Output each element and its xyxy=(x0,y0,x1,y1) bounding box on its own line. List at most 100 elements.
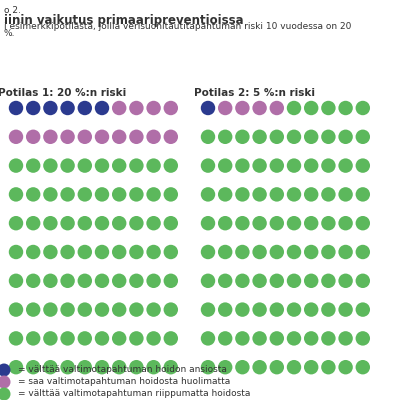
Circle shape xyxy=(218,158,232,173)
Circle shape xyxy=(321,158,336,173)
Circle shape xyxy=(270,360,284,374)
Circle shape xyxy=(0,364,10,376)
Circle shape xyxy=(60,187,75,202)
Circle shape xyxy=(304,101,318,115)
Circle shape xyxy=(60,274,75,288)
Circle shape xyxy=(129,101,144,115)
Circle shape xyxy=(201,274,215,288)
Circle shape xyxy=(201,360,215,374)
Circle shape xyxy=(252,245,267,259)
Circle shape xyxy=(60,130,75,144)
Circle shape xyxy=(26,101,40,115)
Circle shape xyxy=(60,360,75,374)
Circle shape xyxy=(78,302,92,317)
Circle shape xyxy=(304,130,318,144)
Circle shape xyxy=(218,187,232,202)
Circle shape xyxy=(9,101,23,115)
Circle shape xyxy=(304,331,318,346)
Circle shape xyxy=(95,245,109,259)
Circle shape xyxy=(26,245,40,259)
Circle shape xyxy=(270,331,284,346)
Circle shape xyxy=(60,331,75,346)
Circle shape xyxy=(164,216,178,230)
Circle shape xyxy=(112,274,126,288)
Circle shape xyxy=(112,245,126,259)
Circle shape xyxy=(112,187,126,202)
Circle shape xyxy=(218,331,232,346)
Circle shape xyxy=(218,302,232,317)
Circle shape xyxy=(146,187,161,202)
Circle shape xyxy=(338,130,353,144)
Circle shape xyxy=(95,302,109,317)
Circle shape xyxy=(356,158,370,173)
Circle shape xyxy=(287,360,301,374)
Circle shape xyxy=(43,331,58,346)
Circle shape xyxy=(201,101,215,115)
Circle shape xyxy=(95,216,109,230)
Circle shape xyxy=(112,158,126,173)
Circle shape xyxy=(164,274,178,288)
Circle shape xyxy=(287,302,301,317)
Circle shape xyxy=(129,130,144,144)
Circle shape xyxy=(164,245,178,259)
Circle shape xyxy=(270,274,284,288)
Circle shape xyxy=(26,130,40,144)
Circle shape xyxy=(43,245,58,259)
Circle shape xyxy=(321,101,336,115)
Circle shape xyxy=(235,216,250,230)
Circle shape xyxy=(235,158,250,173)
Circle shape xyxy=(129,216,144,230)
Circle shape xyxy=(252,216,267,230)
Circle shape xyxy=(356,331,370,346)
Circle shape xyxy=(304,274,318,288)
Text: %.: %. xyxy=(4,29,16,38)
Circle shape xyxy=(218,216,232,230)
Circle shape xyxy=(78,216,92,230)
Circle shape xyxy=(112,216,126,230)
Circle shape xyxy=(235,130,250,144)
Circle shape xyxy=(129,302,144,317)
Circle shape xyxy=(26,216,40,230)
Circle shape xyxy=(321,187,336,202)
Circle shape xyxy=(356,360,370,374)
Text: = välttää valtimotapahtuman riippumatta hoidosta: = välttää valtimotapahtuman riippumatta … xyxy=(18,390,250,398)
Circle shape xyxy=(129,187,144,202)
Circle shape xyxy=(287,216,301,230)
Circle shape xyxy=(270,216,284,230)
Circle shape xyxy=(287,274,301,288)
Circle shape xyxy=(164,331,178,346)
Circle shape xyxy=(235,360,250,374)
Circle shape xyxy=(9,245,23,259)
Circle shape xyxy=(60,158,75,173)
Text: i esimerkkipotilasta, joilla verisuonitautitapahtuman riski 10 vuodessa on 20: i esimerkkipotilasta, joilla verisuonita… xyxy=(4,22,351,31)
Circle shape xyxy=(304,360,318,374)
Circle shape xyxy=(235,187,250,202)
Circle shape xyxy=(321,360,336,374)
Circle shape xyxy=(252,101,267,115)
Circle shape xyxy=(338,101,353,115)
Circle shape xyxy=(9,216,23,230)
Circle shape xyxy=(201,302,215,317)
Circle shape xyxy=(146,130,161,144)
Circle shape xyxy=(338,158,353,173)
Circle shape xyxy=(252,158,267,173)
Circle shape xyxy=(356,187,370,202)
Circle shape xyxy=(218,101,232,115)
Circle shape xyxy=(201,187,215,202)
Circle shape xyxy=(270,187,284,202)
Circle shape xyxy=(129,331,144,346)
Circle shape xyxy=(218,274,232,288)
Circle shape xyxy=(287,130,301,144)
Circle shape xyxy=(112,302,126,317)
Circle shape xyxy=(60,245,75,259)
Circle shape xyxy=(78,245,92,259)
Circle shape xyxy=(201,331,215,346)
Circle shape xyxy=(112,360,126,374)
Circle shape xyxy=(338,216,353,230)
Circle shape xyxy=(60,302,75,317)
Circle shape xyxy=(218,130,232,144)
Circle shape xyxy=(252,130,267,144)
Circle shape xyxy=(338,274,353,288)
Circle shape xyxy=(146,331,161,346)
Circle shape xyxy=(9,274,23,288)
